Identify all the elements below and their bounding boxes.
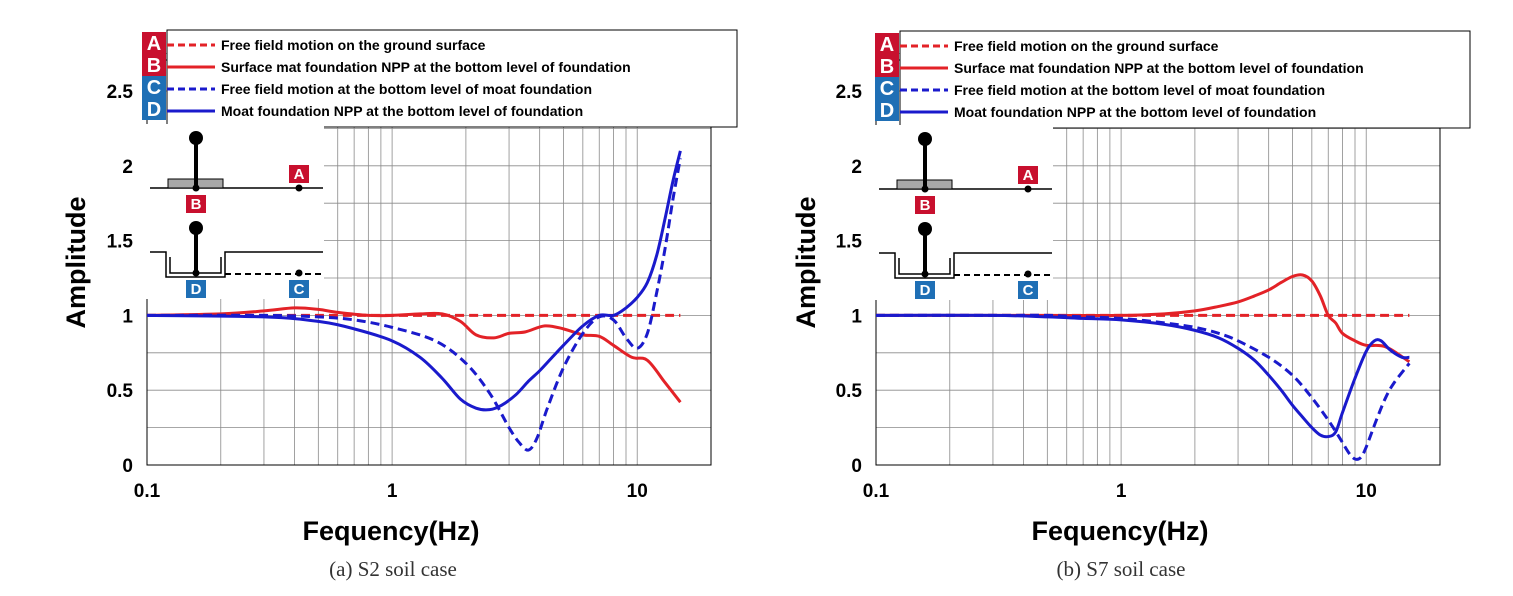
point-d	[192, 269, 200, 277]
inset-background	[875, 125, 1053, 300]
x-axis-label: Fequency(Hz)	[302, 516, 479, 546]
inset-badge-letter: B	[920, 197, 931, 214]
x-tick-label: 0.1	[134, 481, 161, 502]
inset-background	[146, 124, 324, 299]
y-tick-label: 1	[851, 306, 862, 327]
structure-mass	[918, 132, 932, 146]
y-axis-label: Amplitude	[791, 197, 821, 329]
inset-badge-letter: B	[191, 196, 202, 213]
legend-badge-letter: A	[147, 33, 161, 55]
structure-mass	[189, 221, 203, 235]
series-line-c	[146, 158, 682, 452]
y-axis-label: Amplitude	[61, 197, 91, 329]
inset-badge	[1018, 166, 1038, 184]
x-tick-label: 0.1	[863, 481, 890, 502]
structure-mass	[918, 222, 932, 236]
y-tick-label: 1	[122, 306, 133, 327]
legend-badge-letter: B	[147, 55, 161, 77]
series-line-d	[146, 150, 682, 412]
figure-caption: (a) S2 soil case	[329, 557, 457, 581]
legend-badge-letter: D	[880, 100, 894, 122]
y-tick-label: 1.5	[107, 232, 134, 253]
point-d	[921, 270, 929, 278]
inset-badge	[915, 196, 935, 214]
legend: A Free field motion on the ground surface…	[142, 29, 738, 128]
series-line-b	[875, 273, 1411, 364]
inset-diagram: A B D C	[146, 124, 324, 299]
y-tick-label: 0	[122, 456, 133, 477]
inset-badge-letter: C	[1023, 282, 1034, 299]
legend-label: Free field motion on the ground surface	[221, 37, 486, 53]
inset-badge-letter: D	[920, 282, 931, 299]
legend-badge	[142, 54, 166, 76]
legend-label: Moat foundation NPP at the bottom level …	[954, 104, 1316, 120]
x-tick-label: 1	[1116, 481, 1127, 502]
legend-badge	[875, 77, 899, 99]
inset-badge	[289, 280, 309, 298]
chart-panel-b: 0 0.5 1 1.5 2 2.5 0.1 1 10 Amplitude Fequency(Hz…	[791, 30, 1471, 581]
legend-badge	[875, 99, 899, 121]
y-tick-label: 0	[851, 456, 862, 477]
y-tick-label: 2.5	[836, 82, 863, 103]
moat-ground-line	[879, 252, 1052, 279]
point-b	[192, 184, 200, 192]
legend-label: Free field motion at the bottom level of…	[221, 81, 592, 97]
legend-label: Surface mat foundation NPP at the bottom…	[221, 59, 631, 75]
point-c	[295, 269, 303, 277]
x-axis-label: Fequency(Hz)	[1031, 516, 1208, 546]
y-tick-label: 0.5	[107, 381, 134, 402]
y-tick-label: 2	[122, 157, 133, 178]
point-b	[921, 185, 929, 193]
inset-badge-letter: D	[191, 281, 202, 298]
inset-diagram: A B D C	[875, 125, 1053, 300]
y-tick-label: 2.5	[107, 82, 134, 103]
legend-badge	[142, 76, 166, 98]
y-tick-label: 2	[851, 157, 862, 178]
legend-box	[899, 30, 1471, 129]
inset-badge	[1018, 281, 1038, 299]
inset-badge-letter: A	[294, 166, 305, 183]
chart-panel-a: 0 0.5 1 1.5 2 2.5 0.1 1 10 Amplitude Fequency(Hz…	[61, 29, 738, 581]
legend-label: Free field motion at the bottom level of…	[954, 82, 1325, 98]
y-tick-label: 0.5	[836, 381, 863, 402]
point-a	[295, 184, 303, 192]
legend-badge	[875, 33, 899, 55]
inset-badge-letter: A	[1023, 167, 1034, 184]
figure-caption: (b) S7 soil case	[1057, 557, 1186, 581]
inset-badge-letter: C	[294, 281, 305, 298]
legend-badge-letter: D	[147, 99, 161, 121]
point-a	[1024, 185, 1032, 193]
legend-badge	[142, 98, 166, 120]
y-tick-label: 1.5	[836, 232, 863, 253]
moat-ground-line	[150, 251, 323, 278]
structure-mass	[189, 131, 203, 145]
x-tick-label: 10	[627, 481, 648, 502]
legend-badge	[142, 32, 166, 54]
point-c	[1024, 270, 1032, 278]
legend-badge-letter: A	[880, 34, 894, 56]
legend: A Free field motion on the ground surface…	[875, 30, 1471, 129]
legend-badge-letter: B	[880, 56, 894, 78]
series-line-d	[875, 313, 1410, 439]
inset-badge	[915, 281, 935, 299]
legend-box	[166, 29, 738, 128]
inset-badge	[289, 165, 309, 183]
inset-badge	[186, 280, 206, 298]
legend-label: Surface mat foundation NPP at the bottom…	[954, 60, 1364, 76]
inset-badge	[186, 195, 206, 213]
x-tick-label: 1	[387, 481, 398, 502]
series-line-b	[146, 306, 682, 404]
legend-badge-letter: C	[880, 78, 894, 100]
legend-badge-letter: C	[147, 77, 161, 99]
x-tick-label: 10	[1356, 481, 1377, 502]
legend-label: Moat foundation NPP at the bottom level …	[221, 103, 583, 119]
legend-label: Free field motion on the ground surface	[954, 38, 1219, 54]
legend-badge	[875, 55, 899, 77]
